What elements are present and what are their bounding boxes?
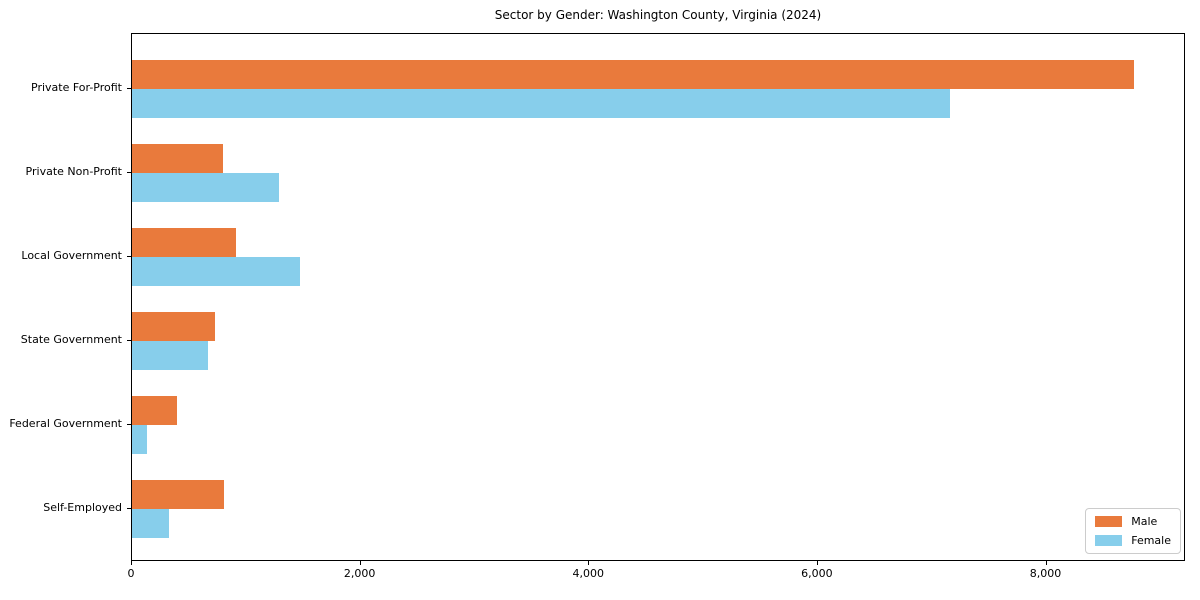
bar-female-federal-government (132, 425, 147, 454)
y-axis-label: Federal Government (9, 417, 122, 430)
chart-title: Sector by Gender: Washington County, Vir… (494, 8, 822, 22)
x-axis-tick-label: 2,000 (343, 567, 376, 580)
y-axis-tick (127, 172, 131, 173)
y-axis-tick (127, 88, 131, 89)
bar-female-self-employed (132, 509, 170, 538)
x-axis-tick-label: 8,000 (1029, 567, 1062, 580)
y-axis-label: Private Non-Profit (25, 165, 122, 178)
bar-female-local-government (132, 257, 300, 286)
y-axis-tick (127, 424, 131, 425)
bar-female-state-government (132, 341, 208, 370)
y-axis-label: Local Government (21, 249, 122, 262)
legend-label-male: Male (1131, 515, 1158, 528)
x-axis-tick-label: 6,000 (801, 567, 833, 580)
x-axis-tick-label: 0 (127, 567, 135, 580)
y-axis-tick (127, 508, 131, 509)
x-axis-tick (131, 561, 132, 565)
legend-entry-female: Female (1095, 534, 1171, 547)
plot-area: Male Female (131, 33, 1185, 561)
x-axis-tick-label: 4,000 (572, 567, 605, 580)
x-axis-tick (588, 561, 590, 565)
y-axis-tick (127, 340, 131, 341)
x-axis-tick (359, 561, 361, 565)
x-axis-tick (816, 561, 818, 565)
legend-swatch-female (1095, 535, 1123, 546)
legend-swatch-male (1095, 516, 1123, 527)
legend: Male Female (1085, 508, 1181, 554)
bar-female-private-for-profit (132, 89, 951, 118)
bar-male-federal-government (132, 396, 178, 425)
bar-male-private-for-profit (132, 60, 1134, 89)
legend-entry-male: Male (1095, 515, 1171, 528)
y-axis-label: State Government (20, 333, 122, 346)
bar-male-self-employed (132, 480, 225, 509)
bar-male-state-government (132, 312, 216, 341)
legend-label-female: Female (1131, 534, 1171, 547)
bar-male-private-non-profit (132, 144, 223, 173)
bar-female-private-non-profit (132, 173, 280, 202)
y-axis-tick (127, 256, 131, 257)
x-axis-tick (1045, 561, 1047, 565)
bar-male-local-government (132, 228, 236, 257)
y-axis-label: Private For-Profit (31, 81, 122, 94)
y-axis-label: Self-Employed (43, 501, 122, 514)
